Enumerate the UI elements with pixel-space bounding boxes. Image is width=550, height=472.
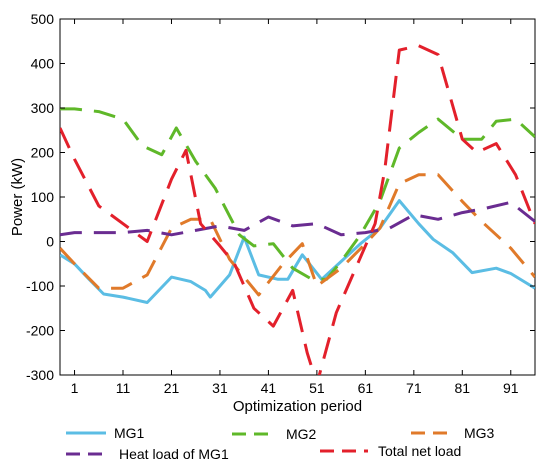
legend-label: MG1 [114,425,145,441]
series-line-mg3 [60,173,535,297]
x-tick-label: 1 [71,380,79,396]
y-tick-label: -100 [26,278,54,294]
y-tick-label: 200 [31,145,55,161]
legend-label: MG3 [464,425,495,441]
x-tick-label: 91 [503,380,519,396]
y-tick-label: 0 [46,234,54,250]
x-tick-label: 51 [309,380,325,396]
x-tick-label: 61 [358,380,374,396]
series-group [60,44,535,375]
y-tick-label: 100 [31,189,55,205]
legend: MG1 MG2 MG3 Heat load of MG1 Total net load [66,425,495,462]
x-tick-label: 11 [116,380,131,396]
plot-area [59,18,536,376]
series-line-heat-load-of-mg1 [60,200,535,237]
series-line-total-net-load [60,44,535,375]
x-tick-label: 21 [164,380,180,396]
y-tick-label: -300 [26,367,54,383]
legend-label: MG2 [286,426,317,442]
x-tick-label: 71 [406,380,422,396]
y-axis-label: Power (kW) [9,158,26,236]
legend-label: Heat load of MG1 [119,446,229,462]
y-tick-label: 500 [31,11,55,27]
y-tick-label: 400 [31,56,55,72]
series-line-mg2 [60,107,535,281]
y-tick-label: -200 [26,323,54,339]
x-tick-label: 81 [455,380,471,396]
legend-label: Total net load [378,443,461,459]
series-line-mg1 [60,199,535,304]
x-tick-label: 41 [261,380,277,396]
y-tick-label: 300 [31,100,55,116]
x-axis-label: Optimization period [233,398,362,415]
x-tick-label: 31 [212,380,228,396]
